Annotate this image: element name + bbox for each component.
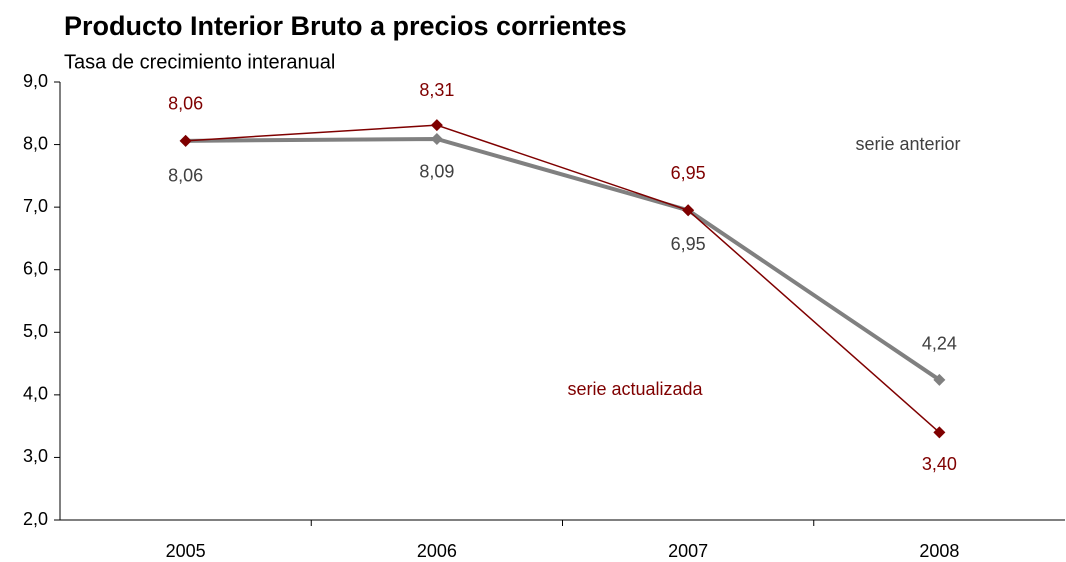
marker <box>682 204 695 217</box>
data-label: 8,31 <box>419 80 454 100</box>
y-tick-label: 3,0 <box>23 446 48 466</box>
marker <box>933 373 946 386</box>
y-tick-label: 2,0 <box>23 509 48 529</box>
x-tick-label: 2007 <box>668 541 708 561</box>
marker <box>933 426 946 439</box>
series-line <box>185 124 940 433</box>
y-tick-label: 6,0 <box>23 258 48 278</box>
data-label: 6,95 <box>671 234 706 254</box>
data-label: 8,06 <box>168 166 203 186</box>
y-tick-label: 5,0 <box>23 321 48 341</box>
series-name: serie anterior <box>855 134 960 154</box>
x-tick-label: 2006 <box>417 541 457 561</box>
series-line <box>185 136 941 382</box>
x-tick-label: 2005 <box>166 541 206 561</box>
marker <box>430 132 443 145</box>
data-label: 6,95 <box>671 163 706 183</box>
data-label: 4,24 <box>922 334 957 354</box>
marker <box>430 119 443 132</box>
x-tick-label: 2008 <box>919 541 959 561</box>
y-tick-label: 4,0 <box>23 384 48 404</box>
data-label: 8,06 <box>168 94 203 114</box>
series-name: serie actualizada <box>567 379 703 399</box>
data-label: 3,40 <box>922 454 957 474</box>
y-tick-label: 7,0 <box>23 196 48 216</box>
y-tick-label: 8,0 <box>23 133 48 153</box>
y-tick-label: 9,0 <box>23 71 48 91</box>
marker <box>179 134 192 147</box>
chart-title: Producto Interior Bruto a precios corrie… <box>64 11 627 41</box>
data-label: 8,09 <box>419 162 454 182</box>
chart-subtitle: Tasa de crecimiento interanual <box>64 51 335 73</box>
